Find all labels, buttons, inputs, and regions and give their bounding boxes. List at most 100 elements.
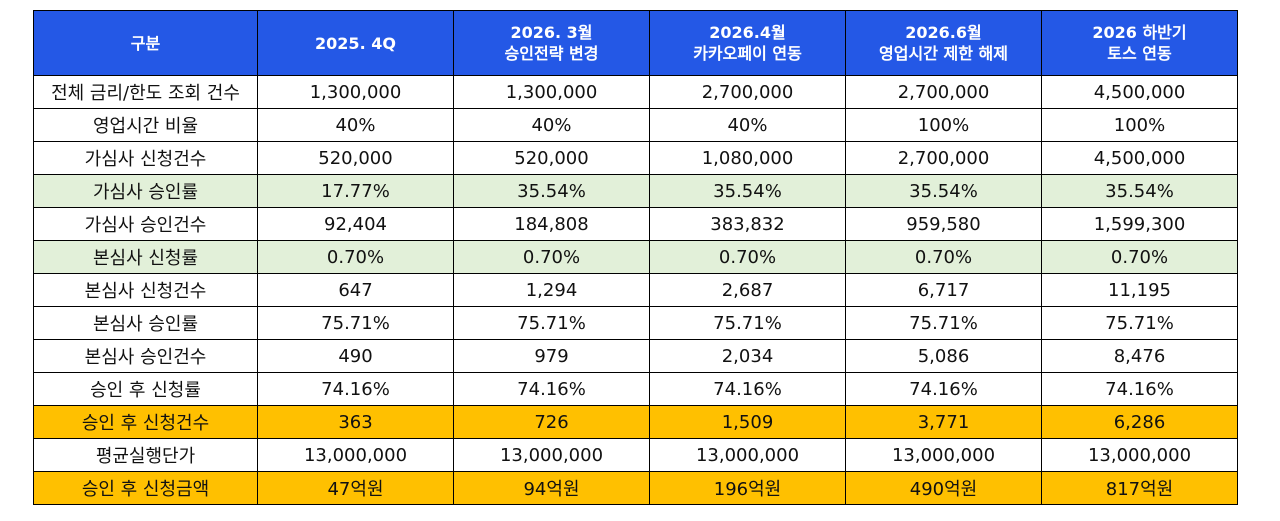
cell: 100%	[1041, 108, 1238, 142]
row-label: 평균실행단가	[33, 438, 258, 472]
header-2026-h2: 2026 하반기 토스 연동	[1041, 10, 1238, 76]
cell: 11,195	[1041, 273, 1238, 307]
table-row-highlight-green: 가심사 승인률 17.77% 35.54% 35.54% 35.54% 35.5…	[33, 174, 1238, 208]
cell: 2,687	[649, 273, 846, 307]
row-label: 본심사 신청건수	[33, 273, 258, 307]
cell: 2,700,000	[649, 75, 846, 109]
cell: 1,599,300	[1041, 207, 1238, 241]
cell: 1,300,000	[257, 75, 454, 109]
cell: 92,404	[257, 207, 454, 241]
cell: 1,294	[453, 273, 650, 307]
row-label: 승인 후 신청금액	[33, 471, 258, 505]
cell: 13,000,000	[1041, 438, 1238, 472]
cell: 13,000,000	[257, 438, 454, 472]
cell: 6,286	[1041, 405, 1238, 439]
cell: 3,771	[845, 405, 1042, 439]
table-row: 승인 후 신청률 74.16% 74.16% 74.16% 74.16% 74.…	[33, 372, 1238, 406]
cell: 75.71%	[257, 306, 454, 340]
cell: 959,580	[845, 207, 1042, 241]
row-label: 영업시간 비율	[33, 108, 258, 142]
cell: 13,000,000	[453, 438, 650, 472]
cell: 35.54%	[453, 174, 650, 208]
table-row: 가심사 승인건수 92,404 184,808 383,832 959,580 …	[33, 207, 1238, 241]
row-label: 본심사 승인률	[33, 306, 258, 340]
header-category: 구분	[33, 10, 258, 76]
cell: 4,500,000	[1041, 75, 1238, 109]
cell: 74.16%	[257, 372, 454, 406]
cell: 100%	[845, 108, 1042, 142]
cell: 979	[453, 339, 650, 373]
header-row: 구분 2025. 4Q 2026. 3월 승인전략 변경 2026.4월 카카오페이…	[33, 10, 1238, 76]
cell: 74.16%	[1041, 372, 1238, 406]
cell: 490	[257, 339, 454, 373]
table-row-highlight-orange: 승인 후 신청금액 47억원 94억원 196억원 490억원 817억원	[33, 471, 1238, 505]
table-row: 평균실행단가 13,000,000 13,000,000 13,000,000 …	[33, 438, 1238, 472]
cell: 4,500,000	[1041, 141, 1238, 175]
table-row: 가심사 신청건수 520,000 520,000 1,080,000 2,700…	[33, 141, 1238, 175]
row-label: 가심사 승인률	[33, 174, 258, 208]
cell: 47억원	[257, 471, 454, 505]
cell: 817억원	[1041, 471, 1238, 505]
cell: 74.16%	[453, 372, 650, 406]
table-row-highlight-green: 본심사 신청률 0.70% 0.70% 0.70% 0.70% 0.70%	[33, 240, 1238, 274]
row-label: 본심사 신청률	[33, 240, 258, 274]
table-row-highlight-orange: 승인 후 신청건수 363 726 1,509 3,771 6,286	[33, 405, 1238, 439]
cell: 40%	[453, 108, 650, 142]
header-2026-4: 2026.4월 카카오페이 연동	[649, 10, 846, 76]
row-label: 전체 금리/한도 조회 건수	[33, 75, 258, 109]
table-row: 본심사 승인건수 490 979 2,034 5,086 8,476	[33, 339, 1238, 373]
table-row: 본심사 신청건수 647 1,294 2,687 6,717 11,195	[33, 273, 1238, 307]
cell: 520,000	[257, 141, 454, 175]
cell: 75.71%	[845, 306, 1042, 340]
cell: 40%	[649, 108, 846, 142]
cell: 1,080,000	[649, 141, 846, 175]
cell: 17.77%	[257, 174, 454, 208]
cell: 8,476	[1041, 339, 1238, 373]
cell: 490억원	[845, 471, 1042, 505]
cell: 75.71%	[453, 306, 650, 340]
table-row: 본심사 승인률 75.71% 75.71% 75.71% 75.71% 75.7…	[33, 306, 1238, 340]
header-2026-3: 2026. 3월 승인전략 변경	[453, 10, 650, 76]
cell: 726	[453, 405, 650, 439]
cell: 1,509	[649, 405, 846, 439]
cell: 184,808	[453, 207, 650, 241]
cell: 363	[257, 405, 454, 439]
row-label: 승인 후 신청률	[33, 372, 258, 406]
table-row: 전체 금리/한도 조회 건수 1,300,000 1,300,000 2,700…	[33, 75, 1238, 109]
cell: 0.70%	[453, 240, 650, 274]
funnel-table: 구분 2025. 4Q 2026. 3월 승인전략 변경 2026.4월 카카오페이…	[33, 10, 1238, 505]
row-label: 본심사 승인건수	[33, 339, 258, 373]
cell: 74.16%	[845, 372, 1042, 406]
cell: 94억원	[453, 471, 650, 505]
header-2026-6: 2026.6월 영업시간 제한 해제	[845, 10, 1042, 76]
cell: 383,832	[649, 207, 846, 241]
cell: 2,034	[649, 339, 846, 373]
cell: 0.70%	[649, 240, 846, 274]
cell: 647	[257, 273, 454, 307]
cell: 75.71%	[649, 306, 846, 340]
cell: 13,000,000	[649, 438, 846, 472]
cell: 2,700,000	[845, 141, 1042, 175]
cell: 35.54%	[649, 174, 846, 208]
row-label: 승인 후 신청건수	[33, 405, 258, 439]
row-label: 가심사 신청건수	[33, 141, 258, 175]
funnel-table-container: 구분 2025. 4Q 2026. 3월 승인전략 변경 2026.4월 카카오페이…	[33, 10, 1238, 505]
cell: 0.70%	[1041, 240, 1238, 274]
cell: 0.70%	[257, 240, 454, 274]
cell: 520,000	[453, 141, 650, 175]
cell: 40%	[257, 108, 454, 142]
cell: 2,700,000	[845, 75, 1042, 109]
cell: 0.70%	[845, 240, 1042, 274]
cell: 13,000,000	[845, 438, 1042, 472]
row-label: 가심사 승인건수	[33, 207, 258, 241]
cell: 196억원	[649, 471, 846, 505]
cell: 5,086	[845, 339, 1042, 373]
cell: 35.54%	[845, 174, 1042, 208]
table-row: 영업시간 비율 40% 40% 40% 100% 100%	[33, 108, 1238, 142]
cell: 75.71%	[1041, 306, 1238, 340]
cell: 35.54%	[1041, 174, 1238, 208]
cell: 1,300,000	[453, 75, 650, 109]
cell: 74.16%	[649, 372, 846, 406]
cell: 6,717	[845, 273, 1042, 307]
header-2025-4q: 2025. 4Q	[257, 10, 454, 76]
